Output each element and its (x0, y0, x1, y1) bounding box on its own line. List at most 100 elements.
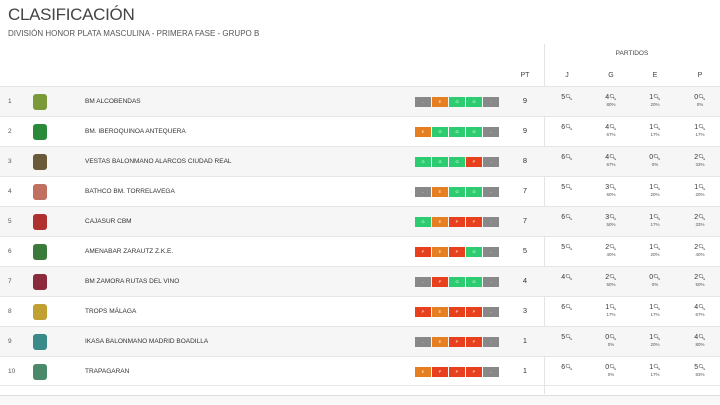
search-icon[interactable]: 🔍︎ (565, 335, 573, 341)
stat-e[interactable]: 0🔍︎ 0% (640, 154, 670, 167)
search-icon[interactable]: 🔍︎ (698, 155, 706, 161)
search-icon[interactable]: 🔍︎ (609, 125, 617, 131)
stat-p[interactable]: 2🔍︎ 33% (685, 214, 715, 227)
search-icon[interactable]: 🔍︎ (609, 365, 617, 371)
search-icon[interactable]: 🔍︎ (653, 335, 661, 341)
search-icon[interactable]: 🔍︎ (653, 95, 661, 101)
search-icon[interactable]: 🔍︎ (698, 125, 706, 131)
search-icon[interactable]: 🔍︎ (653, 185, 661, 191)
search-icon[interactable]: 🔍︎ (698, 365, 706, 371)
search-icon[interactable]: 🔍︎ (609, 335, 617, 341)
search-icon[interactable]: 🔍︎ (653, 305, 661, 311)
table-row[interactable]: 3 VESTAS BALONMANO ALARCOS CIUDAD REAL G… (0, 146, 720, 176)
search-icon[interactable]: 🔍︎ (653, 125, 661, 131)
search-icon[interactable]: 🔍︎ (698, 335, 706, 341)
team-name[interactable]: IKASA BALONMANO MADRID BOADILLA (85, 338, 209, 345)
search-icon[interactable]: 🔍︎ (565, 275, 573, 281)
team-name[interactable]: BM ALCOBENDAS (85, 98, 141, 105)
team-name[interactable]: BATHCO BM. TORRELAVEGA (85, 188, 175, 195)
stat-j[interactable]: 6🔍︎ (561, 304, 573, 311)
stat-p[interactable]: 5🔍︎ 83% (685, 364, 715, 377)
team-name[interactable]: CAJASUR CBM (85, 218, 132, 225)
search-icon[interactable]: 🔍︎ (565, 185, 573, 191)
team-name[interactable]: VESTAS BALONMANO ALARCOS CIUDAD REAL (85, 158, 232, 165)
stat-j[interactable]: 6🔍︎ (561, 214, 573, 221)
stat-j[interactable]: 5🔍︎ (561, 334, 573, 341)
search-icon[interactable]: 🔍︎ (609, 245, 617, 251)
search-icon[interactable]: 🔍︎ (565, 95, 573, 101)
search-icon[interactable]: 🔍︎ (698, 185, 706, 191)
table-row[interactable]: 2 BM. IBEROQUINOA ANTEQUERA E G G G -9 6🔍︎ 4🔍︎… (0, 116, 720, 146)
table-row[interactable]: 1 BM ALCOBENDAS - E G G -9 5🔍︎ 4🔍︎ 80% 1🔍︎ 20% 0🔍︎… (0, 86, 720, 116)
stat-e[interactable]: 1🔍︎ 17% (640, 124, 670, 137)
stat-e[interactable]: 1🔍︎ 17% (640, 304, 670, 317)
search-icon[interactable]: 🔍︎ (653, 215, 661, 221)
search-icon[interactable]: 🔍︎ (565, 155, 573, 161)
stat-p[interactable]: 1🔍︎ 20% (685, 184, 715, 197)
stat-g[interactable]: 1🔍︎ 17% (596, 304, 626, 317)
search-icon[interactable]: 🔍︎ (698, 245, 706, 251)
table-row[interactable]: 5 CAJASUR CBM G E P P -7 6🔍︎ 3🔍︎ 50% 1🔍︎ 17% 2🔍︎ 33… (0, 206, 720, 236)
search-icon[interactable]: 🔍︎ (565, 365, 573, 371)
stat-p[interactable]: 2🔍︎ 33% (685, 154, 715, 167)
team-name[interactable]: TRAPAGARAN (85, 368, 130, 375)
table-row[interactable]: 4 BATHCO BM. TORRELAVEGA - E G G -7 5🔍︎ 3🔍︎ 60%… (0, 176, 720, 206)
stat-p[interactable]: 2🔍︎ 40% (685, 244, 715, 257)
search-icon[interactable]: 🔍︎ (698, 305, 706, 311)
stat-g[interactable]: 3🔍︎ 50% (596, 214, 626, 227)
search-icon[interactable]: 🔍︎ (698, 95, 706, 101)
stat-p[interactable]: 4🔍︎ 80% (685, 334, 715, 347)
team-name[interactable]: TROPS MÁLAGA (85, 308, 137, 315)
stat-e[interactable]: 1🔍︎ 20% (640, 334, 670, 347)
table-row[interactable]: 7 BM ZAMORA RUTAS DEL VINO - P G G -4 4🔍︎ 2🔍︎ 5… (0, 266, 720, 296)
search-icon[interactable]: 🔍︎ (653, 245, 661, 251)
search-icon[interactable]: 🔍︎ (653, 275, 661, 281)
stat-p[interactable]: 4🔍︎ 67% (685, 304, 715, 317)
stat-g[interactable]: 2🔍︎ 50% (596, 274, 626, 287)
table-row[interactable]: 8 TROPS MÁLAGA P E P P -3 6🔍︎ 1🔍︎ 17% 1🔍︎ 17% 4🔍︎ 6… (0, 296, 720, 326)
search-icon[interactable]: 🔍︎ (565, 305, 573, 311)
stat-j[interactable]: 6🔍︎ (561, 154, 573, 161)
search-icon[interactable]: 🔍︎ (609, 275, 617, 281)
search-icon[interactable]: 🔍︎ (609, 215, 617, 221)
stat-j[interactable]: 6🔍︎ (561, 124, 573, 131)
stat-p[interactable]: 1🔍︎ 17% (685, 124, 715, 137)
search-icon[interactable]: 🔍︎ (609, 155, 617, 161)
search-icon[interactable]: 🔍︎ (698, 215, 706, 221)
search-icon[interactable]: 🔍︎ (653, 365, 661, 371)
stat-e[interactable]: 1🔍︎ 20% (640, 94, 670, 107)
search-icon[interactable]: 🔍︎ (565, 125, 573, 131)
stat-j[interactable]: 5🔍︎ (561, 184, 573, 191)
search-icon[interactable]: 🔍︎ (698, 275, 706, 281)
team-name[interactable]: BM. IBEROQUINOA ANTEQUERA (85, 128, 186, 135)
team-name[interactable]: BM ZAMORA RUTAS DEL VINO (85, 278, 180, 285)
stat-g[interactable]: 4🔍︎ 80% (596, 94, 626, 107)
stat-e[interactable]: 1🔍︎ 17% (640, 214, 670, 227)
stat-p[interactable]: 2🔍︎ 50% (685, 274, 715, 287)
search-icon[interactable]: 🔍︎ (653, 155, 661, 161)
stat-j[interactable]: 5🔍︎ (561, 244, 573, 251)
stat-g[interactable]: 4🔍︎ 67% (596, 154, 626, 167)
stat-j[interactable]: 5🔍︎ (561, 94, 573, 101)
table-row[interactable]: 6 AMENABAR ZARAUTZ Z.K.E. P E P G -5 5🔍︎ 2🔍︎ 40… (0, 236, 720, 266)
stat-e[interactable]: 1🔍︎ 20% (640, 244, 670, 257)
stat-e[interactable]: 0🔍︎ 0% (640, 274, 670, 287)
search-icon[interactable]: 🔍︎ (565, 245, 573, 251)
search-icon[interactable]: 🔍︎ (565, 215, 573, 221)
stat-e[interactable]: 1🔍︎ 20% (640, 184, 670, 197)
team-name[interactable]: AMENABAR ZARAUTZ Z.K.E. (85, 248, 174, 255)
stat-g[interactable]: 3🔍︎ 60% (596, 184, 626, 197)
stat-g[interactable]: 2🔍︎ 40% (596, 244, 626, 257)
search-icon[interactable]: 🔍︎ (609, 305, 617, 311)
stat-j[interactable]: 6🔍︎ (561, 364, 573, 371)
stat-j[interactable]: 4🔍︎ (561, 274, 573, 281)
search-icon[interactable]: 🔍︎ (609, 185, 617, 191)
search-icon[interactable]: 🔍︎ (609, 95, 617, 101)
stat-p[interactable]: 0🔍︎ 0% (685, 94, 715, 107)
stat-g[interactable]: 0🔍︎ 0% (596, 364, 626, 377)
stat-g[interactable]: 0🔍︎ 0% (596, 334, 626, 347)
stat-g[interactable]: 4🔍︎ 67% (596, 124, 626, 137)
table-row[interactable]: 10 TRAPAGARAN E P P P -1 6🔍︎ 0🔍︎ 0% 1🔍︎ 17% 5🔍︎ 83% (0, 356, 720, 386)
stat-e[interactable]: 1🔍︎ 17% (640, 364, 670, 377)
